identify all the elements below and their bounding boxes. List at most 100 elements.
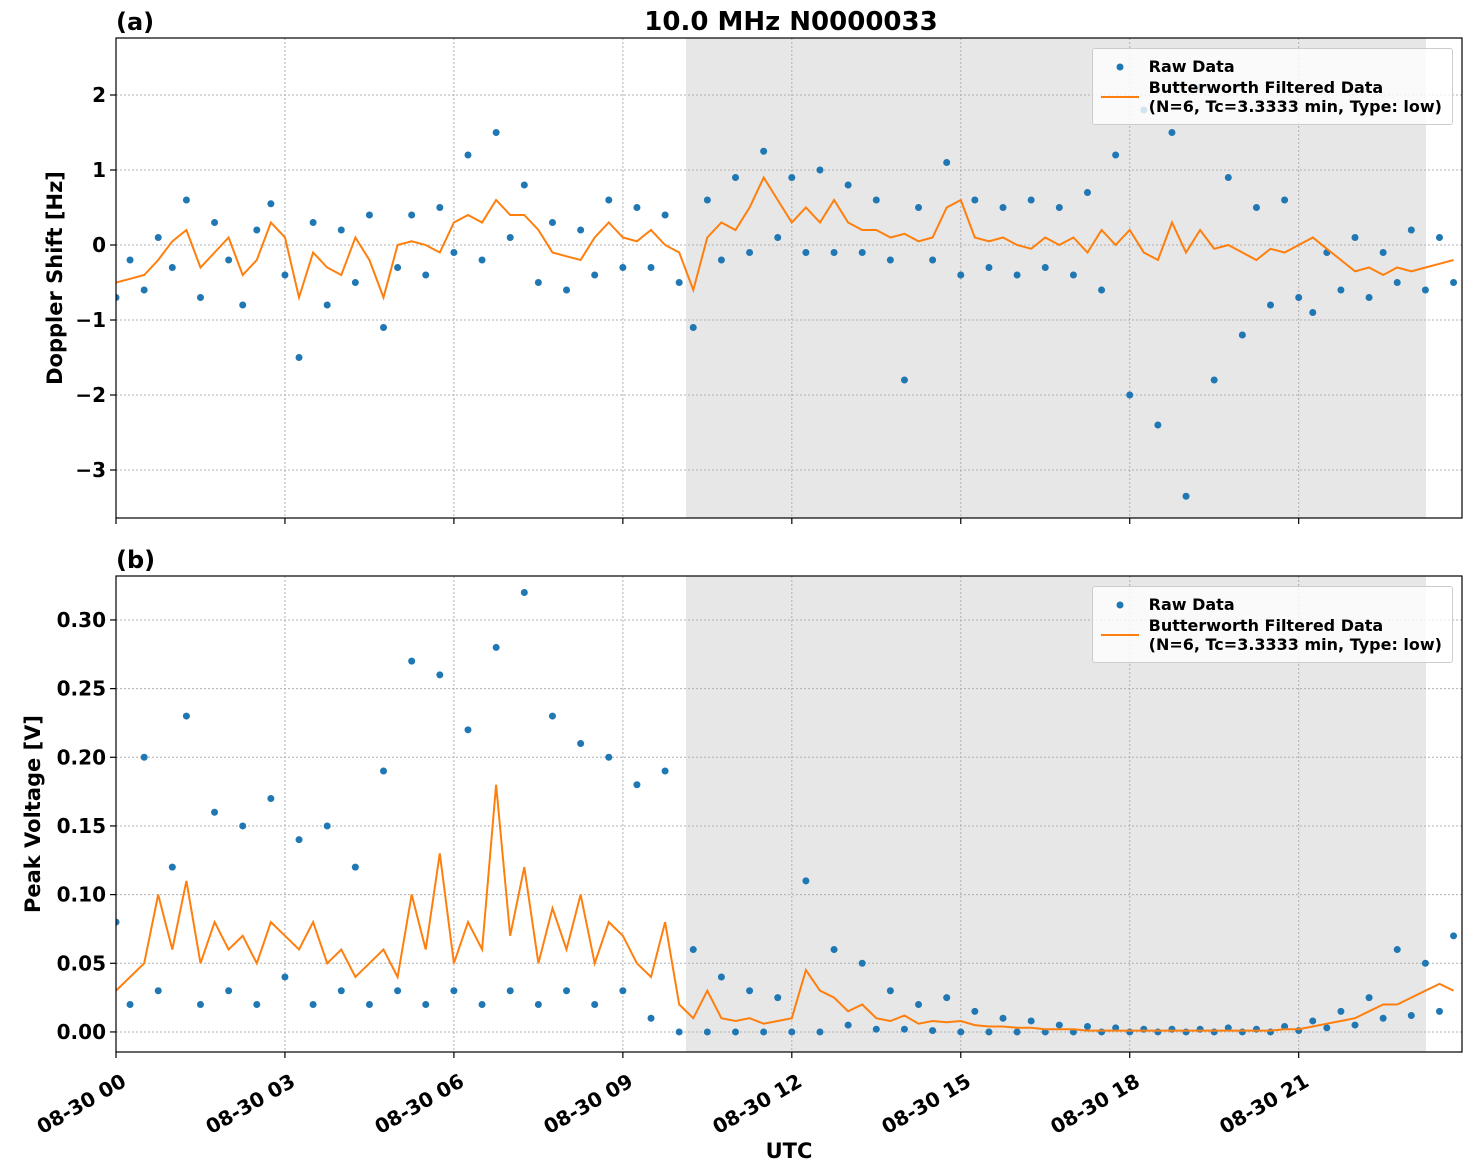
x-tick-label: 08-30 18 (1046, 1069, 1144, 1139)
raw-point (619, 987, 627, 995)
legend-label: Raw Data (1148, 57, 1235, 76)
raw-point (872, 1025, 880, 1033)
raw-point (168, 863, 176, 871)
legend-entry: Butterworth Filtered Data (N=6, Tc=3.333… (1100, 616, 1442, 654)
raw-point (577, 740, 585, 748)
raw-point (619, 264, 627, 271)
raw-point (1013, 271, 1021, 279)
raw-point (506, 234, 514, 241)
raw-point (211, 808, 219, 816)
raw-point (971, 1007, 979, 1015)
legend-label: Butterworth Filtered Data (N=6, Tc=3.333… (1148, 616, 1442, 654)
raw-point (689, 324, 697, 331)
raw-point (605, 196, 613, 204)
raw-point (1365, 294, 1373, 301)
raw-point (1027, 1017, 1035, 1025)
raw-point (394, 987, 402, 995)
raw-point (746, 987, 754, 995)
raw-point (1182, 1028, 1190, 1036)
raw-point (1379, 1014, 1387, 1022)
raw-point (1196, 1025, 1204, 1033)
legend: Raw Data Butterworth Filtered Data (N=6, … (1091, 586, 1453, 663)
raw-point (1098, 1028, 1106, 1036)
y-axis-label: Doppler Shift [Hz] (43, 171, 67, 385)
filtered-line (116, 784, 1455, 1032)
y-tick-label: 0.20 (57, 745, 106, 769)
y-tick-label: 0.30 (57, 608, 106, 632)
y-tick-label: 2 (92, 83, 106, 107)
raw-point (731, 1028, 739, 1036)
x-tick-label: 08-30 06 (370, 1069, 468, 1139)
raw-point (999, 204, 1007, 211)
raw-point (520, 588, 528, 596)
raw-point (929, 1027, 937, 1035)
raw-point (703, 1028, 711, 1036)
legend-entry: Raw Data (1101, 595, 1442, 614)
x-tick-label: 08-30 15 (877, 1069, 975, 1139)
raw-point (351, 863, 359, 871)
raw-point (1407, 1011, 1415, 1019)
raw-point (999, 1014, 1007, 1022)
raw-point (126, 256, 134, 264)
raw-point (1379, 249, 1387, 256)
raw-point (225, 987, 233, 995)
raw-point (1126, 391, 1134, 399)
filtered-line (116, 175, 1454, 302)
raw-point (675, 279, 683, 286)
raw-point (1309, 309, 1317, 316)
raw-point (1365, 994, 1373, 1002)
raw-point (689, 946, 697, 954)
raw-point (1210, 1028, 1218, 1036)
y-axis-label: Peak Voltage [V] (21, 715, 45, 913)
raw-point (116, 294, 120, 301)
raw-point (717, 256, 725, 264)
raw-point (154, 234, 162, 241)
raw-point (196, 294, 204, 301)
raw-point (1210, 376, 1218, 384)
raw-point (717, 973, 725, 981)
raw-point (534, 279, 542, 286)
raw-point (1126, 1028, 1134, 1036)
raw-point (774, 994, 782, 1002)
raw-point (1238, 1028, 1246, 1036)
x-tick-label: 08-30 12 (708, 1069, 806, 1139)
raw-point (985, 1028, 993, 1036)
raw-point (436, 204, 444, 211)
raw-point (1421, 959, 1429, 967)
raw-point (1337, 286, 1345, 294)
raw-point (900, 1025, 908, 1033)
x-axis-label: UTC (766, 1139, 813, 1163)
raw-point (309, 219, 317, 226)
raw-point (478, 256, 486, 264)
legend-entry: Raw Data (1101, 57, 1442, 76)
raw-point (844, 181, 852, 189)
y-tick-label: 0.00 (57, 1020, 106, 1044)
legend: Raw Data Butterworth Filtered Data (N=6, … (1091, 48, 1453, 125)
raw-point (872, 196, 880, 204)
y-tick-label: 0.25 (57, 677, 106, 701)
raw-point (1252, 204, 1260, 211)
raw-point (154, 987, 162, 995)
raw-point (464, 151, 472, 159)
raw-point (760, 147, 768, 155)
raw-point (1055, 1021, 1063, 1029)
x-tick-label: 08-30 09 (539, 1069, 637, 1139)
raw-point (1069, 271, 1077, 279)
raw-point (633, 781, 641, 789)
y-tick-label: −3 (75, 458, 106, 482)
raw-point (1224, 174, 1232, 181)
raw-point (126, 1000, 134, 1008)
raw-point (323, 301, 331, 309)
raw-point (323, 822, 331, 830)
raw-point (591, 271, 599, 279)
legend-label: Butterworth Filtered Data (N=6, Tc=3.333… (1148, 78, 1442, 116)
raw-point (915, 1000, 923, 1008)
raw-point (492, 643, 500, 651)
legend-dot (1116, 601, 1124, 609)
raw-point (478, 1000, 486, 1008)
plot-area (116, 84, 1458, 500)
raw-point (858, 959, 866, 967)
raw-point (1168, 1025, 1176, 1033)
raw-point (886, 256, 894, 264)
y-tick-label: −2 (75, 383, 106, 407)
